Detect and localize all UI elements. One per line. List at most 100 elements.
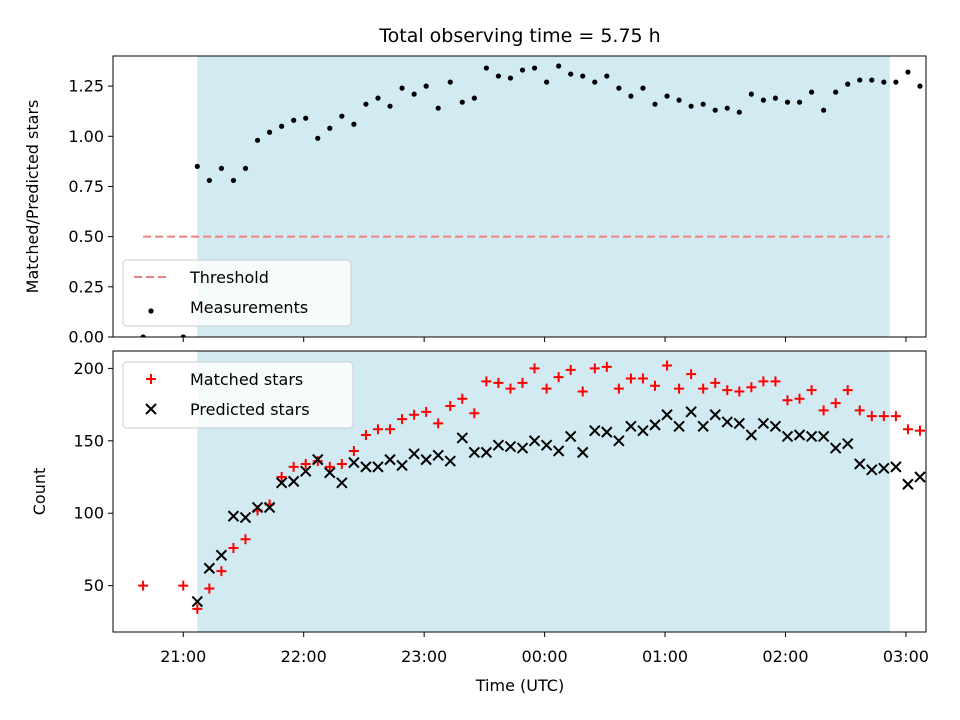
measurement-point bbox=[724, 105, 730, 111]
measurement-point bbox=[772, 95, 779, 101]
matched-star-point bbox=[674, 383, 685, 394]
predicted-star-point bbox=[384, 453, 396, 466]
predicted-star-point bbox=[709, 409, 721, 421]
matched-star-point bbox=[385, 424, 396, 435]
measurement-point bbox=[833, 89, 839, 95]
matched-star-point bbox=[698, 383, 709, 394]
measurement-point bbox=[640, 85, 646, 91]
legend-label: Predicted stars bbox=[190, 400, 310, 419]
matched-star-point bbox=[866, 411, 877, 422]
matched-star-point bbox=[360, 430, 371, 441]
predicted-star-point bbox=[227, 510, 240, 522]
predicted-star-point bbox=[456, 432, 468, 444]
y-tick-label: 0.50 bbox=[68, 227, 104, 246]
matched-star-point bbox=[650, 380, 660, 391]
matched-star-point bbox=[890, 411, 901, 422]
y-tick-label: 100 bbox=[73, 504, 104, 523]
predicted-star-point bbox=[577, 446, 589, 459]
measurement-point bbox=[580, 73, 586, 79]
predicted-star-point bbox=[468, 446, 481, 459]
predicted-star-point bbox=[866, 464, 878, 476]
matched-star-point bbox=[806, 385, 817, 396]
measurement-point bbox=[194, 163, 200, 169]
predicted-star-point bbox=[914, 471, 926, 483]
measurement-point bbox=[881, 79, 887, 85]
x-tick-label: 22:00 bbox=[281, 647, 327, 666]
measurement-point bbox=[616, 85, 622, 91]
predicted-star-point bbox=[745, 429, 758, 441]
matched-star-point bbox=[878, 411, 889, 422]
matched-star-point bbox=[818, 405, 829, 416]
predicted-star-point bbox=[275, 477, 288, 489]
predicted-star-point bbox=[239, 511, 252, 524]
x-tick-label: 03:00 bbox=[883, 647, 929, 666]
matched-star-point bbox=[312, 456, 323, 467]
measurement-point bbox=[423, 83, 429, 89]
measurement-point bbox=[676, 97, 682, 103]
predicted-star-point bbox=[540, 439, 553, 451]
predicted-star-point bbox=[552, 445, 565, 457]
predicted-star-point bbox=[492, 439, 505, 451]
matched-star-point bbox=[493, 377, 504, 388]
predicted-star-point bbox=[805, 430, 818, 443]
measurement-point bbox=[917, 83, 923, 89]
measurement-point bbox=[808, 89, 815, 95]
measurement-point bbox=[435, 105, 441, 111]
matched-star-point bbox=[758, 376, 769, 387]
measurement-point bbox=[363, 101, 369, 107]
measurement-point bbox=[604, 73, 610, 79]
measurement-point bbox=[905, 69, 911, 75]
predicted-star-point bbox=[348, 456, 360, 469]
measurement-point bbox=[447, 79, 453, 85]
matched-star-point bbox=[336, 458, 347, 469]
matched-star-point bbox=[613, 383, 624, 394]
measurement-point bbox=[387, 103, 393, 109]
predicted-star-point bbox=[829, 442, 842, 454]
matched-star-point bbox=[421, 406, 432, 417]
measurement-point bbox=[796, 99, 803, 105]
matched-star-point bbox=[782, 395, 793, 406]
measurement-point bbox=[471, 95, 477, 101]
predicted-star-point bbox=[854, 458, 866, 470]
matched-star-point bbox=[192, 603, 203, 614]
measurement-point bbox=[748, 91, 754, 97]
predicted-star-point bbox=[890, 461, 902, 473]
measurement-point bbox=[411, 91, 417, 97]
measurement-point bbox=[544, 79, 550, 85]
markers bbox=[140, 63, 923, 337]
matched-star-point bbox=[276, 472, 287, 483]
matched-star-point bbox=[722, 385, 733, 396]
measurement-point bbox=[315, 135, 321, 141]
measurement-point bbox=[291, 117, 297, 123]
predicted-star-point bbox=[902, 478, 914, 490]
measurement-point bbox=[857, 77, 863, 83]
measurement-point bbox=[784, 99, 791, 105]
plot-frame bbox=[112, 55, 927, 338]
measurement-point bbox=[507, 75, 514, 81]
x-tick-label: 02:00 bbox=[762, 647, 808, 666]
measurement-point bbox=[459, 99, 465, 105]
predicted-star-point bbox=[324, 466, 336, 479]
matched-star-point bbox=[228, 542, 239, 553]
matched-star-point bbox=[830, 398, 841, 409]
predicted-star-point bbox=[504, 440, 517, 453]
matched-star-point bbox=[348, 445, 359, 456]
measurement-point bbox=[206, 177, 212, 184]
predicted-star-point bbox=[312, 453, 324, 466]
measurement-point bbox=[230, 177, 237, 184]
matched-star-point bbox=[565, 364, 576, 375]
y-axis-label: Matched/Predicted stars bbox=[23, 100, 42, 294]
legend-predicted-swatch bbox=[145, 403, 157, 415]
legend-label: Threshold bbox=[189, 268, 269, 287]
predicted-star-point bbox=[613, 435, 625, 447]
x-tick-label: 21:00 bbox=[160, 647, 206, 666]
matched-star-point bbox=[854, 405, 865, 416]
matched-star-point bbox=[541, 383, 552, 394]
matched-star-point bbox=[178, 580, 189, 591]
predicted-star-point bbox=[360, 461, 372, 473]
predicted-star-point bbox=[215, 549, 228, 561]
markers bbox=[138, 360, 926, 614]
legend-measurement-swatch bbox=[148, 308, 154, 314]
legend-box bbox=[122, 259, 352, 327]
